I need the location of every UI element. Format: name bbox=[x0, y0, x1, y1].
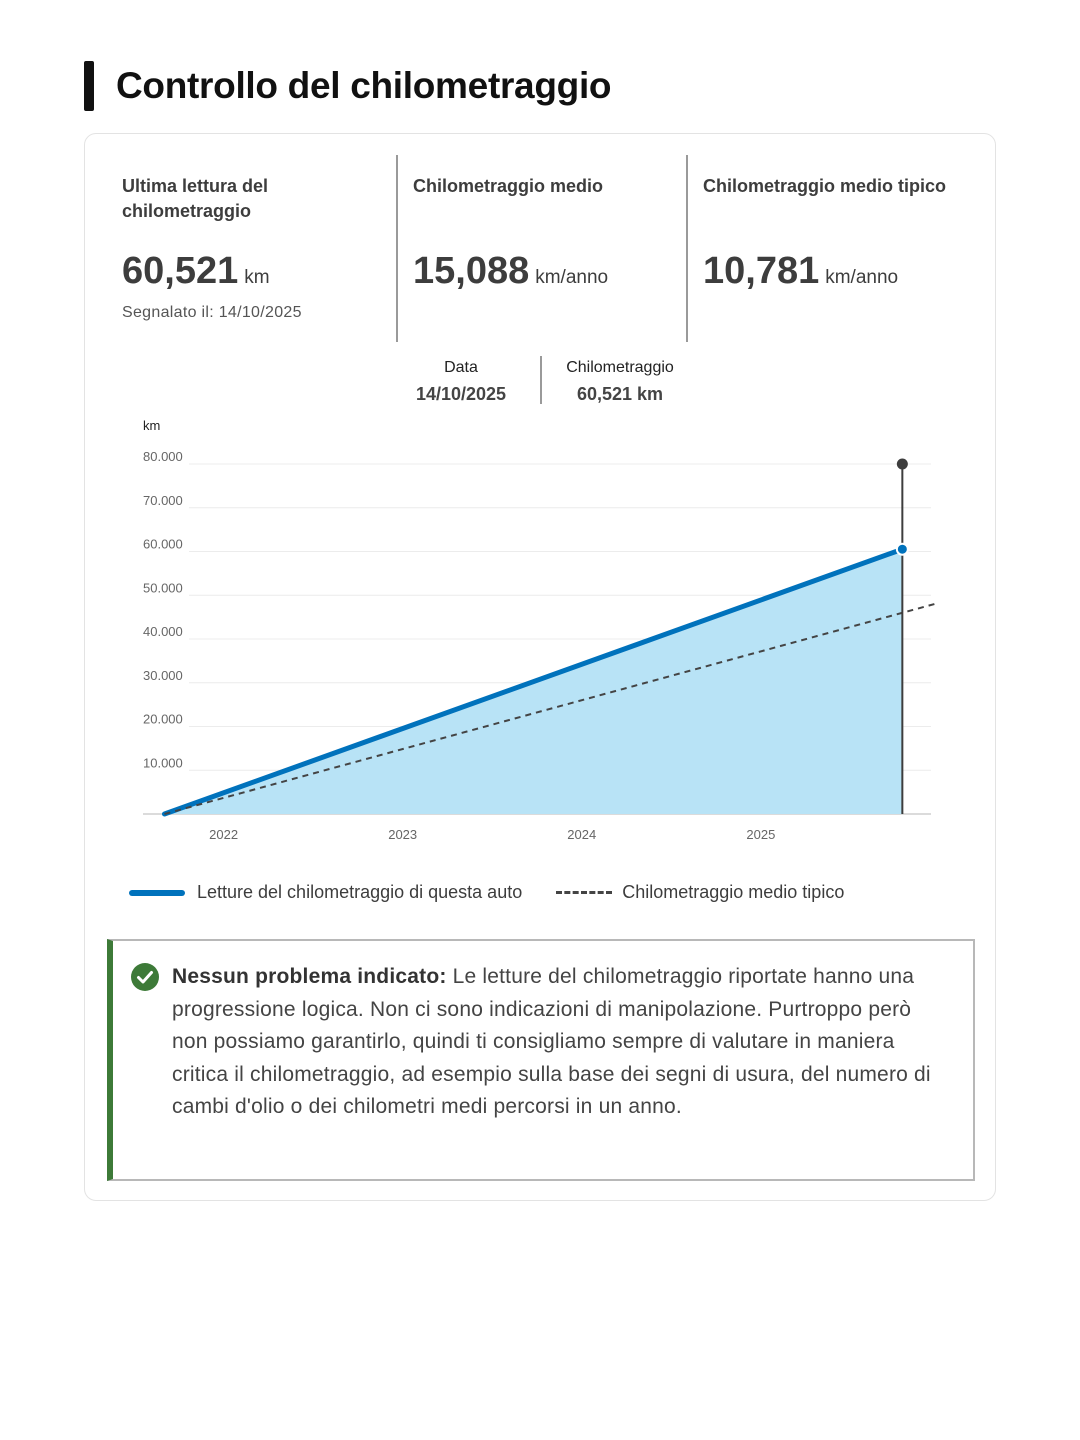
legend-swatch-solid bbox=[129, 889, 185, 896]
notice-text: Nessun problema indicato: Le letture del… bbox=[172, 961, 952, 1124]
mileage-card: Ultima lettura del chilometraggio 60,521… bbox=[84, 133, 996, 1201]
series-line-typical bbox=[164, 603, 935, 815]
y-tick-label: 70.000 bbox=[143, 493, 183, 508]
y-tick-label: 50.000 bbox=[143, 580, 183, 595]
series-line-car bbox=[161, 546, 905, 817]
page-header: Controllo del chilometraggio bbox=[84, 60, 612, 112]
y-tick-label: 30.000 bbox=[143, 668, 183, 683]
tooltip-date: Data 14/10/2025 bbox=[401, 358, 521, 405]
stat-label: Chilometraggio medio bbox=[413, 176, 604, 196]
mileage-chart[interactable]: km 10.000 20.000 30.000 40.000 50.000 60.000 70… bbox=[85, 134, 997, 874]
check-circle-icon bbox=[131, 963, 159, 991]
x-tick-label: 2024 bbox=[567, 827, 596, 842]
stat-typical-average: Chilometraggio medio tipico 10,781 km/ann… bbox=[703, 174, 963, 292]
stat-divider bbox=[686, 155, 688, 342]
notice-title: Nessun problema indicato: bbox=[172, 965, 447, 988]
legend-label-typical: Chilometraggio medio tipico bbox=[622, 882, 845, 902]
stat-average-mileage: Chilometraggio medio 15,088 km/anno bbox=[413, 174, 673, 292]
stat-value-row: 15,088 km/anno bbox=[413, 250, 608, 293]
stat-unit: km bbox=[244, 267, 270, 288]
tooltip-date-value: 14/10/2025 bbox=[415, 384, 507, 404]
chart-legend: Letture del chilometraggio di questa aut… bbox=[129, 882, 844, 903]
legend-label-car: Letture del chilometraggio di questa aut… bbox=[197, 882, 523, 902]
tooltip-mileage-label: Chilometraggio bbox=[566, 359, 674, 376]
tooltip-mileage: Chilometraggio 60,521 km bbox=[550, 358, 690, 405]
no-issues-notice: Nessun problema indicato: Le letture del… bbox=[107, 939, 975, 1181]
legend-swatch-dashed bbox=[556, 891, 613, 894]
stat-value-row: 10,781 km/anno bbox=[703, 250, 898, 293]
stat-unit: km/anno bbox=[825, 267, 899, 288]
x-tick-label: 2025 bbox=[746, 827, 775, 842]
tooltip-date-label: Data bbox=[444, 359, 478, 376]
stat-value-row: 60,521 km bbox=[122, 250, 270, 293]
x-tick-label: 2023 bbox=[388, 827, 417, 842]
stat-label: Chilometraggio medio tipico bbox=[703, 176, 947, 196]
stat-value: 10,781 bbox=[703, 250, 820, 292]
hover-data-point bbox=[895, 542, 909, 556]
notice-body: Le letture del chilometraggio riportate … bbox=[172, 965, 931, 1119]
stat-value: 15,088 bbox=[413, 250, 530, 292]
y-tick-label: 80.000 bbox=[143, 449, 183, 464]
title-accent-bar bbox=[84, 61, 94, 111]
tooltip-divider bbox=[540, 356, 542, 404]
stat-value: 60,521 bbox=[122, 250, 239, 292]
y-tick-label: 40.000 bbox=[143, 624, 183, 639]
page-title: Controllo del chilometraggio bbox=[116, 65, 612, 106]
y-tick-label: 10.000 bbox=[143, 755, 183, 770]
stat-divider bbox=[396, 155, 398, 342]
y-axis-label: km bbox=[143, 418, 160, 433]
tooltip-mileage-value: 60,521 km bbox=[576, 384, 664, 404]
stat-last-reading: Ultima lettura del chilometraggio 60,521… bbox=[122, 174, 382, 321]
y-tick-label: 60.000 bbox=[143, 537, 183, 552]
x-tick-label: 2022 bbox=[209, 827, 238, 842]
stat-unit: km/anno bbox=[535, 267, 609, 288]
y-tick-label: 20.000 bbox=[143, 712, 183, 727]
hover-marker-handle bbox=[896, 458, 908, 470]
stat-label: Ultima lettura del chilometraggio bbox=[122, 176, 269, 221]
stat-reported-date: Segnalato il: 14/10/2025 bbox=[122, 304, 302, 321]
